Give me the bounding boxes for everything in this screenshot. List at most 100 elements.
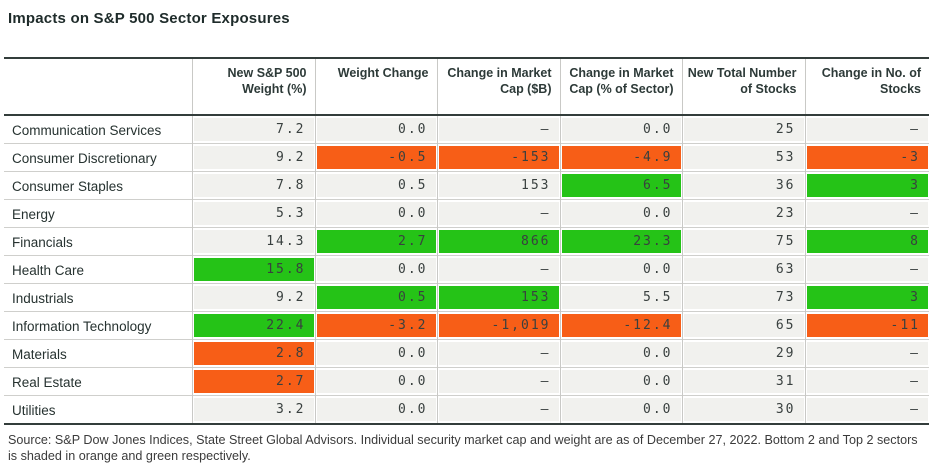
value-cell: — xyxy=(805,395,929,424)
value: 8 xyxy=(806,230,928,253)
value: 9.2 xyxy=(193,286,314,309)
value-cell: 15.8 xyxy=(192,255,316,284)
value-cell: 0.0 xyxy=(315,114,438,144)
value: 0.5 xyxy=(316,286,436,309)
value: 15.8 xyxy=(193,258,314,281)
value: 0.0 xyxy=(316,118,436,141)
value-cell: 63 xyxy=(682,255,806,284)
value-cell: — xyxy=(805,339,929,368)
value-cell: 2.7 xyxy=(315,227,438,256)
value: 75 xyxy=(683,230,804,253)
value: 3 xyxy=(806,174,928,197)
value: 36 xyxy=(683,174,804,197)
value: 153 xyxy=(438,174,559,197)
value-cell: — xyxy=(805,367,929,396)
value-cell: 3.2 xyxy=(192,395,316,424)
value: 153 xyxy=(438,286,559,309)
sector-cell: Real Estate xyxy=(4,367,193,396)
value: 2.7 xyxy=(193,370,314,393)
value-cell: -11 xyxy=(805,311,929,340)
value: 5.5 xyxy=(561,286,681,309)
value: -153 xyxy=(438,146,559,169)
value-cell: — xyxy=(437,199,561,228)
value-cell: 0.0 xyxy=(560,255,683,284)
value: — xyxy=(806,370,928,393)
header-row: New S&P 500 Weight (%) Weight Change Chang… xyxy=(4,58,929,115)
value-cell: 14.3 xyxy=(192,227,316,256)
value: -1,019 xyxy=(438,314,559,337)
column-header: Weight Change xyxy=(315,58,438,115)
value: 5.3 xyxy=(193,202,314,225)
value-cell: — xyxy=(805,255,929,284)
sector-cell: Communication Services xyxy=(4,114,193,144)
value-cell: 23 xyxy=(682,199,806,228)
value: -4.9 xyxy=(561,146,681,169)
value: — xyxy=(438,370,559,393)
value-cell: 0.0 xyxy=(560,395,683,424)
sector-cell: Consumer Staples xyxy=(4,171,193,200)
value-cell: 36 xyxy=(682,171,806,200)
value-cell: 22.4 xyxy=(192,311,316,340)
value: 25 xyxy=(683,118,804,141)
value-cell: 2.8 xyxy=(192,339,316,368)
table-row: Industrials 9.2 0.5 153 5.5 73 3 xyxy=(4,283,929,312)
value: 23.3 xyxy=(561,230,681,253)
value: -0.5 xyxy=(316,146,436,169)
value-cell: -3.2 xyxy=(315,311,438,340)
value: — xyxy=(806,342,928,365)
value: 31 xyxy=(683,370,804,393)
page-title: Impacts on S&P 500 Sector Exposures xyxy=(8,10,290,27)
value: 0.0 xyxy=(561,258,681,281)
value-cell: 866 xyxy=(437,227,561,256)
value-cell: — xyxy=(805,114,929,144)
value-cell: 0.0 xyxy=(560,114,683,144)
value: 73 xyxy=(683,286,804,309)
value-cell: — xyxy=(437,395,561,424)
column-header: Change in Market Cap ($B) xyxy=(437,58,561,115)
corner-cell xyxy=(4,58,193,115)
column-header: Change in Market Cap (% of Sector) xyxy=(560,58,683,115)
value-cell: 8 xyxy=(805,227,929,256)
value-cell: -153 xyxy=(437,143,561,172)
value: -11 xyxy=(806,314,928,337)
value-cell: 6.5 xyxy=(560,171,683,200)
value-cell: 153 xyxy=(437,283,561,312)
value: — xyxy=(806,202,928,225)
sector-cell: Health Care xyxy=(4,255,193,284)
value: 866 xyxy=(438,230,559,253)
sector-cell: Industrials xyxy=(4,283,193,312)
value: 0.5 xyxy=(316,174,436,197)
value-cell: 53 xyxy=(682,143,806,172)
value-cell: — xyxy=(437,367,561,396)
value: 0.0 xyxy=(561,202,681,225)
value-cell: 3 xyxy=(805,171,929,200)
value: 0.0 xyxy=(561,370,681,393)
value-cell: — xyxy=(437,114,561,144)
table-row: Consumer Staples 7.8 0.5 153 6.5 36 3 xyxy=(4,171,929,200)
value-cell: — xyxy=(437,339,561,368)
value-cell: 5.5 xyxy=(560,283,683,312)
value-cell: 0.0 xyxy=(560,199,683,228)
sector-exposures-table: New S&P 500 Weight (%) Weight Change Chang… xyxy=(4,57,929,425)
value: — xyxy=(438,202,559,225)
sector-cell: Energy xyxy=(4,199,193,228)
table-row: Real Estate 2.7 0.0—0.0 31— xyxy=(4,367,929,396)
column-header: New Total Number of Stocks xyxy=(682,58,806,115)
value: — xyxy=(438,258,559,281)
value-cell: 0.5 xyxy=(315,171,438,200)
value: 9.2 xyxy=(193,146,314,169)
value-cell: 3 xyxy=(805,283,929,312)
value: 0.0 xyxy=(561,118,681,141)
value: 30 xyxy=(683,398,804,421)
value: 65 xyxy=(683,314,804,337)
value-cell: 0.0 xyxy=(560,339,683,368)
value: 29 xyxy=(683,342,804,365)
value: — xyxy=(438,342,559,365)
value-cell: 5.3 xyxy=(192,199,316,228)
value-cell: 2.7 xyxy=(192,367,316,396)
value: — xyxy=(438,398,559,421)
value: 0.0 xyxy=(561,342,681,365)
value: 53 xyxy=(683,146,804,169)
value-cell: 0.0 xyxy=(315,367,438,396)
